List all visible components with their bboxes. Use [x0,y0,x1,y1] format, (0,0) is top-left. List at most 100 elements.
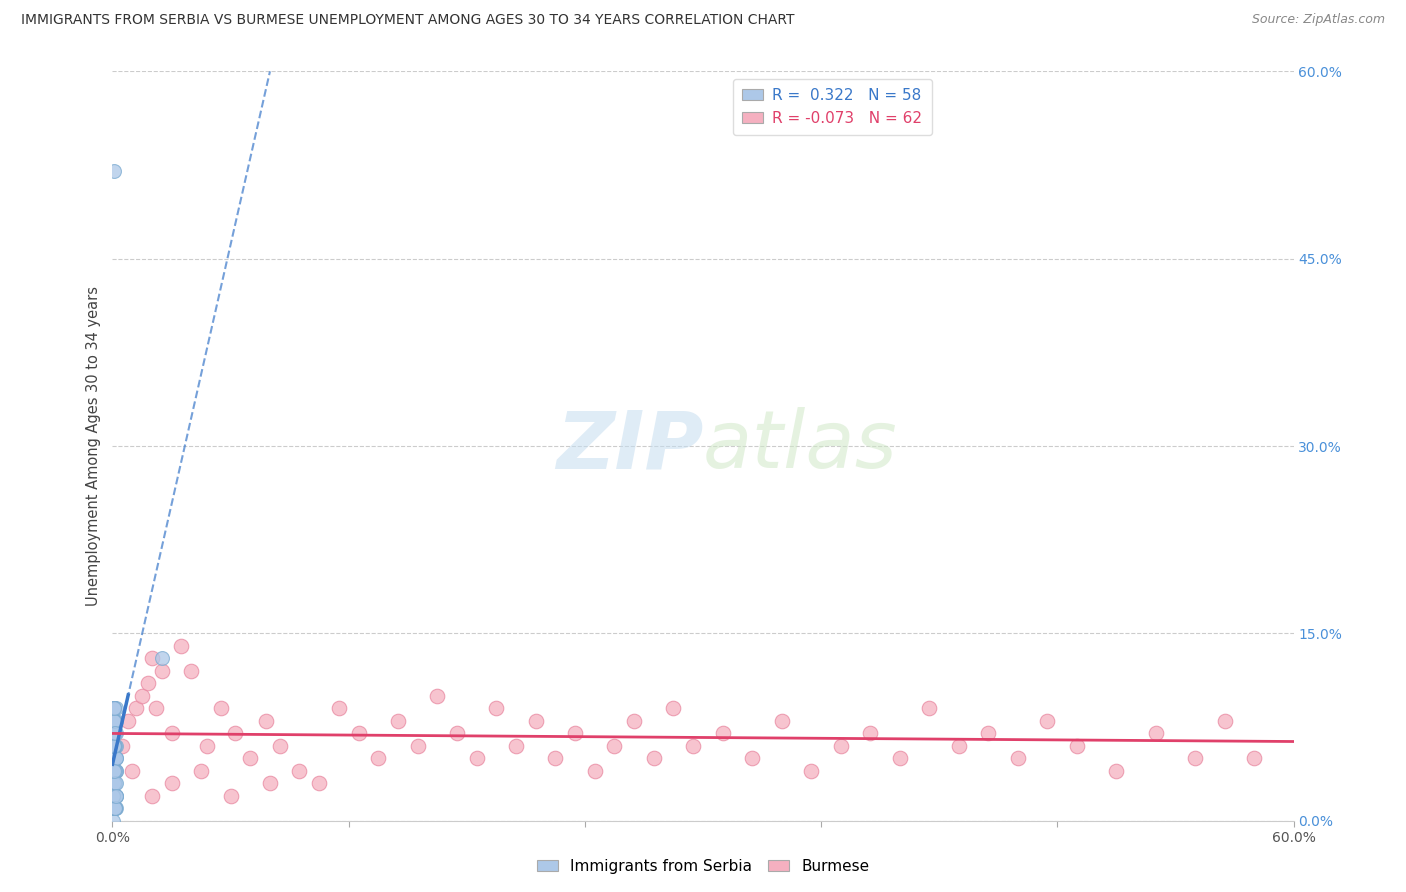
Point [239,751,262,765]
Point [347,726,370,740]
Point [103,776,125,790]
Point [603,739,626,753]
Point [485,701,508,715]
Point [105,751,128,765]
Point [662,701,685,715]
Point [103,789,125,803]
Point [1066,739,1088,753]
Point [150,651,173,665]
Legend: R =  0.322   N = 58, R = -0.073   N = 62: R = 0.322 N = 58, R = -0.073 N = 62 [733,79,932,135]
Point [269,739,291,753]
Point [328,701,350,715]
Point [259,776,281,790]
Point [150,664,173,678]
Point [103,714,125,728]
Text: atlas: atlas [703,407,898,485]
Point [103,776,125,790]
Point [308,776,330,790]
Point [103,726,125,740]
Text: IMMIGRANTS FROM SERBIA VS BURMESE UNEMPLOYMENT AMONG AGES 30 TO 34 YEARS CORRELA: IMMIGRANTS FROM SERBIA VS BURMESE UNEMPL… [21,13,794,28]
Point [1007,751,1029,765]
Point [1243,751,1265,765]
Point [103,701,125,715]
Point [367,751,389,765]
Point [224,726,246,740]
Point [190,764,212,778]
Point [564,726,586,740]
Point [104,726,127,740]
Point [104,739,127,753]
Point [103,801,125,815]
Point [711,726,734,740]
Point [141,651,163,665]
Point [103,789,125,803]
Point [105,714,128,728]
Point [1213,714,1236,728]
Point [103,764,125,778]
Point [977,726,1000,740]
Point [103,701,125,715]
Y-axis label: Unemployment Among Ages 30 to 34 years: Unemployment Among Ages 30 to 34 years [86,286,101,606]
Point [770,714,793,728]
Point [524,714,547,728]
Point [111,739,134,753]
Point [105,789,128,803]
Point [387,714,409,728]
Point [103,751,125,765]
Point [1144,726,1167,740]
Point [465,751,488,765]
Text: ZIP: ZIP [555,407,703,485]
Point [103,739,125,753]
Point [105,789,128,803]
Point [141,789,163,803]
Point [105,726,128,740]
Point [104,801,127,815]
Point [505,739,527,753]
Point [948,739,970,753]
Point [583,764,606,778]
Point [288,764,311,778]
Point [103,714,125,728]
Point [104,801,127,815]
Point [136,676,159,690]
Point [103,776,125,790]
Point [105,701,128,715]
Point [105,764,128,778]
Point [426,689,449,703]
Point [103,814,125,828]
Point [105,764,128,778]
Legend: Immigrants from Serbia, Burmese: Immigrants from Serbia, Burmese [530,853,876,880]
Point [105,751,128,765]
Point [105,801,128,815]
Point [105,739,128,753]
Point [103,764,125,778]
Point [544,751,567,765]
Point [254,714,277,728]
Point [160,776,183,790]
Point [145,701,167,715]
Point [103,739,125,753]
Point [104,764,127,778]
Point [180,664,202,678]
Point [104,801,127,815]
Point [104,751,127,765]
Point [104,776,127,790]
Point [1184,751,1206,765]
Point [446,726,468,740]
Point [406,739,429,753]
Point [104,751,127,765]
Point [103,789,125,803]
Point [103,726,125,740]
Point [1036,714,1059,728]
Point [160,726,183,740]
Point [859,726,882,740]
Point [125,701,148,715]
Point [105,776,128,790]
Point [104,764,127,778]
Point [170,639,193,653]
Point [623,714,645,728]
Point [121,764,143,778]
Point [104,801,127,815]
Point [103,714,125,728]
Point [117,714,139,728]
